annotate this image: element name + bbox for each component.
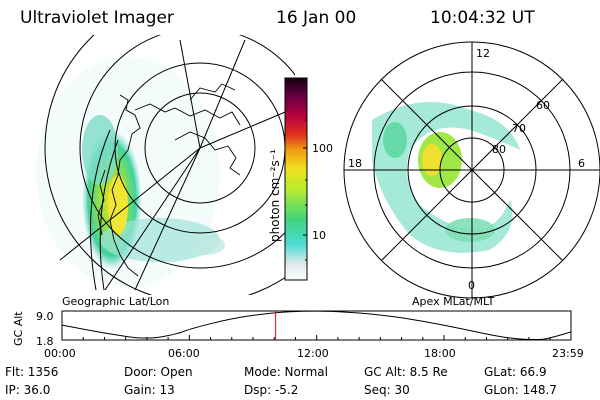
seq-readout: Seq: 30 <box>364 383 410 397</box>
mlt-label-12: 12 <box>476 47 490 60</box>
geographic-grid <box>44 35 295 295</box>
right-panel-label: Apex MLat/MLT <box>412 295 495 308</box>
geographic-image <box>36 57 225 287</box>
date-label: 16 Jan 00 <box>276 8 357 28</box>
colorbar-unit-label: photon cm⁻²s⁻¹ <box>268 149 282 242</box>
altitude-ytick-max: 9.0 <box>36 310 54 323</box>
altitude-xtick-0600: 06:00 <box>168 347 200 360</box>
colorbar <box>284 77 308 281</box>
door-readout: Door: Open <box>124 365 193 379</box>
mode-readout: Mode: Normal <box>244 365 328 379</box>
polar-grid <box>343 41 600 299</box>
mlt-label-18: 18 <box>348 157 362 170</box>
mlat-label-70: 70 <box>512 122 526 135</box>
dsp-readout: Dsp: -5.2 <box>244 383 299 397</box>
gc-alt-readout: GC Alt: 8.5 Re <box>364 365 448 379</box>
glon-readout: GLon: 148.7 <box>484 383 557 397</box>
instrument-title: Ultraviolet Imager <box>20 8 174 28</box>
altitude-xtick-1200: 12:00 <box>297 347 329 360</box>
altitude-axis-label: GC Alt <box>12 311 25 346</box>
gain-readout: Gain: 13 <box>124 383 175 397</box>
coastlines <box>97 83 241 277</box>
left-panel-label: Geographic Lat/Lon <box>62 295 169 308</box>
mlt-label-6: 6 <box>578 157 585 170</box>
glat-readout: GLat: 66.9 <box>484 365 547 379</box>
colorbar-tick-100: 100 <box>312 142 333 155</box>
altitude-xtick-2359: 23:59 <box>552 347 584 360</box>
mlat-label-80: 80 <box>492 143 506 156</box>
time-label: 10:04:32 UT <box>430 8 535 28</box>
altitude-xtick-0000: 00:00 <box>44 347 76 360</box>
altitude-ytick-min: 1.8 <box>36 335 54 348</box>
flt-readout: Flt: 1356 <box>5 365 59 379</box>
ip-readout: IP: 36.0 <box>5 383 51 397</box>
colorbar-ticks <box>303 119 307 261</box>
altitude-x-ticks <box>61 335 572 340</box>
colorbar-tick-10: 10 <box>312 229 326 242</box>
mlat-label-60: 60 <box>536 99 550 112</box>
altitude-series-line <box>61 310 572 341</box>
mlt-label-0: 0 <box>468 279 475 292</box>
altitude-xtick-1800: 18:00 <box>424 347 456 360</box>
